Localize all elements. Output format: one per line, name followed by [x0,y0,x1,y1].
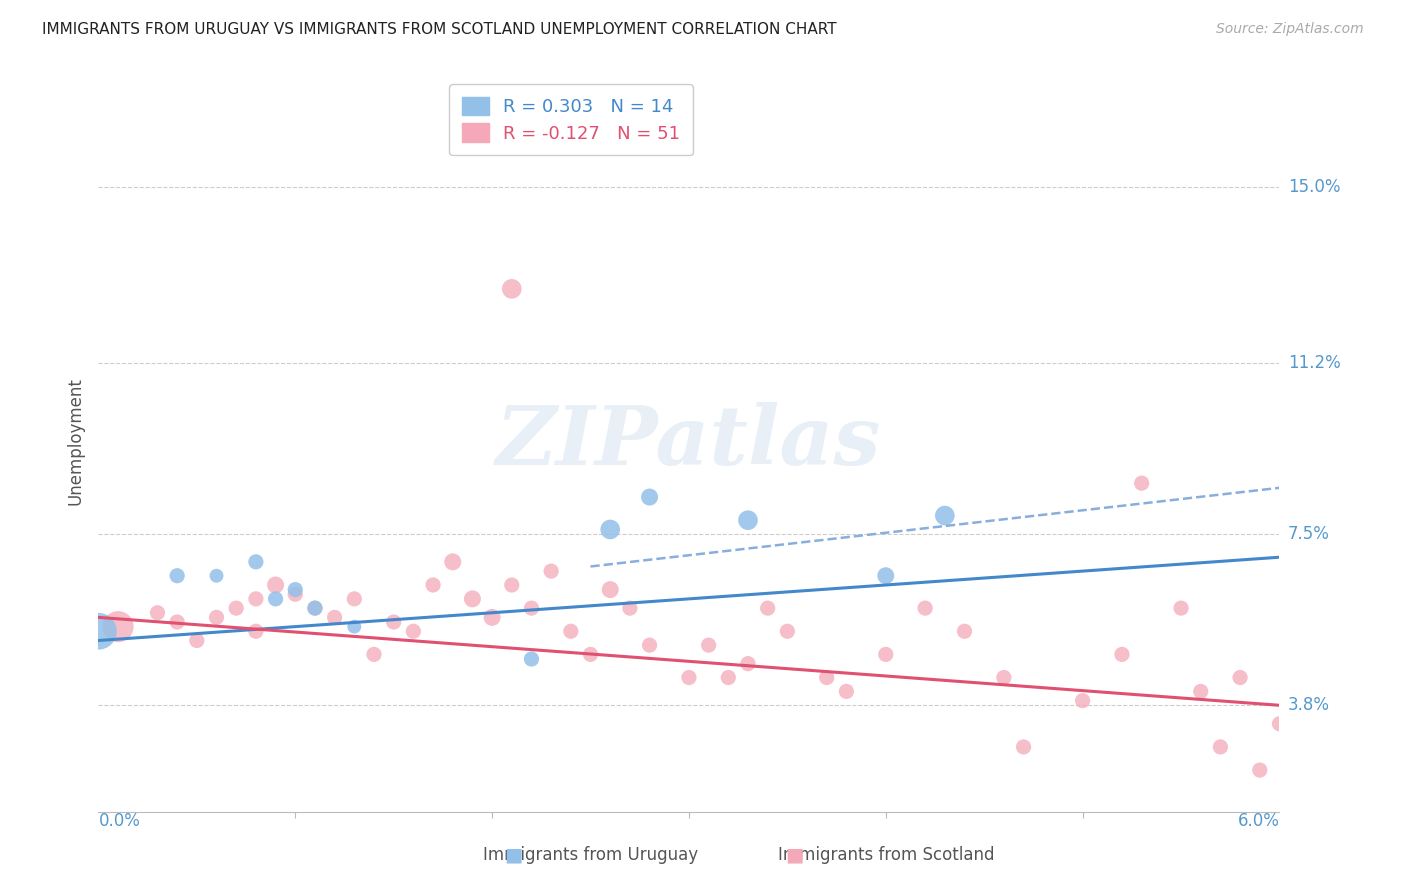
Point [1189,684,1212,698]
Point [678,671,700,685]
Point [501,282,523,296]
Point [402,624,425,639]
Point [481,610,503,624]
Text: Immigrants from Scotland: Immigrants from Scotland [778,846,994,863]
Point [717,671,740,685]
Point [579,648,602,662]
Point [441,555,464,569]
Text: ■: ■ [503,845,523,864]
Point [619,601,641,615]
Point [501,578,523,592]
Point [1229,671,1251,685]
Point [737,657,759,671]
Text: 6.0%: 6.0% [1237,812,1279,830]
Point [934,508,956,523]
Point [245,555,267,569]
Point [205,610,228,624]
Point [560,624,582,639]
Point [205,568,228,582]
Point [382,615,405,629]
Point [993,671,1015,685]
Point [697,638,720,652]
Point [422,578,444,592]
Point [166,615,188,629]
Point [914,601,936,615]
Point [540,564,562,578]
Point [264,578,287,592]
Point [638,638,661,652]
Point [953,624,976,639]
Point [461,591,484,606]
Point [1071,694,1094,708]
Point [225,601,247,615]
Point [875,568,897,582]
Point [520,601,543,615]
Point [146,606,169,620]
Point [166,568,188,582]
Text: ZIPatlas: ZIPatlas [496,401,882,482]
Point [737,513,759,527]
Legend: R = 0.303   N = 14, R = -0.127   N = 51: R = 0.303 N = 14, R = -0.127 N = 51 [449,84,693,155]
Point [599,582,621,597]
Text: 7.5%: 7.5% [1288,525,1330,543]
Text: 0.0%: 0.0% [98,812,141,830]
Point [107,619,129,633]
Text: Source: ZipAtlas.com: Source: ZipAtlas.com [1216,22,1364,37]
Point [363,648,385,662]
Point [343,619,366,633]
Point [284,587,307,601]
Point [1130,476,1153,491]
Text: IMMIGRANTS FROM URUGUAY VS IMMIGRANTS FROM SCOTLAND UNEMPLOYMENT CORRELATION CHA: IMMIGRANTS FROM URUGUAY VS IMMIGRANTS FR… [42,22,837,37]
Point [756,601,779,615]
Point [1209,739,1232,754]
Y-axis label: Unemployment: Unemployment [66,377,84,506]
Text: 3.8%: 3.8% [1288,697,1330,714]
Point [815,671,838,685]
Point [520,652,543,666]
Point [1268,716,1291,731]
Point [599,523,621,537]
Text: Immigrants from Uruguay: Immigrants from Uruguay [482,846,699,863]
Point [875,648,897,662]
Point [304,601,326,615]
Point [245,624,267,639]
Point [835,684,858,698]
Point [1012,739,1035,754]
Point [1249,763,1271,777]
Point [776,624,799,639]
Point [304,601,326,615]
Point [87,624,110,639]
Point [186,633,208,648]
Point [245,591,267,606]
Point [1170,601,1192,615]
Point [1111,648,1133,662]
Point [264,591,287,606]
Text: ■: ■ [785,845,804,864]
Point [323,610,346,624]
Point [284,582,307,597]
Point [343,591,366,606]
Text: 11.2%: 11.2% [1288,354,1340,372]
Point [638,490,661,504]
Text: 15.0%: 15.0% [1288,178,1340,196]
